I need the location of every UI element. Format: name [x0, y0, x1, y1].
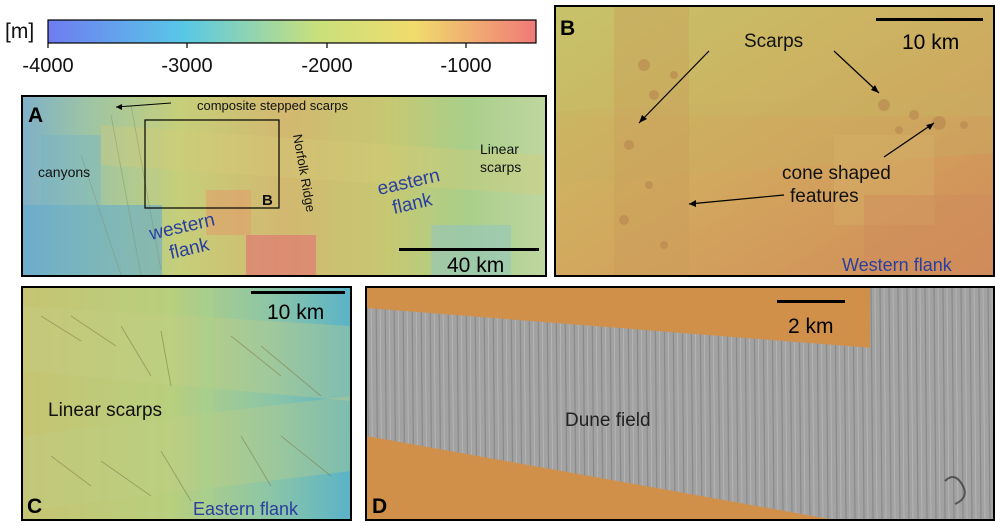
scalebar-c-label: 10 km: [267, 301, 324, 324]
label-western-flank-b: Western flank: [842, 255, 953, 275]
panel-d: D 2 km Dune field: [365, 286, 995, 521]
panel-letter: C: [27, 495, 42, 518]
colorbar-tick-label: -1000: [440, 55, 491, 77]
scalebar-d: [777, 300, 845, 303]
colorbar-ramp: [47, 19, 537, 44]
label-linear-scarps: Linear: [480, 141, 519, 157]
scalebar-a-label: 40 km: [447, 254, 504, 277]
arrow-scarps-2: [833, 50, 880, 94]
panel-b: B 10 km Scarps cone shaped features West…: [554, 5, 995, 277]
inset-letter-b: B: [262, 192, 273, 209]
dune-field-swath-east: [870, 287, 995, 458]
label-scarps: Scarps: [744, 31, 803, 52]
panel-letter: A: [28, 104, 43, 127]
label-dune-field: Dune field: [565, 410, 651, 431]
panel-letter: D: [372, 495, 387, 518]
panel-c-map: C 10 km Linear scarps Eastern flank: [21, 286, 352, 521]
colorbar-tick-label: -3000: [161, 55, 212, 77]
inset-box-b: [144, 119, 280, 209]
panel-c: C 10 km Linear scarps Eastern flank: [21, 286, 352, 521]
scalebar-a: [399, 248, 539, 251]
panel-a: A composite stepped scarps canyons Norfo…: [21, 95, 547, 277]
scalebar-b: [876, 18, 983, 21]
label-linear-scarps-c: Linear scarps: [48, 400, 162, 421]
arrow-scarps-1: [638, 50, 710, 124]
dune-field-swath: [366, 308, 995, 520]
label-eastern-flank-c: Eastern flank: [193, 499, 299, 519]
arrow-features: [688, 194, 785, 205]
scalebar-b-label: 10 km: [902, 31, 959, 54]
label-cone-shaped: cone shaped: [782, 163, 891, 184]
panel-letter: B: [560, 17, 575, 40]
label-linear-scarps: scarps: [480, 159, 521, 175]
panel-a-map: A composite stepped scarps canyons Norfo…: [21, 95, 547, 277]
colorbar-tick-label: -4000: [22, 55, 73, 77]
cone-features: [619, 59, 968, 249]
panel-d-map: D 2 km Dune field: [365, 286, 995, 521]
scalebar-c: [251, 291, 345, 294]
label-canyons: canyons: [38, 164, 90, 180]
colorbar: [m] -4000 -3000 -2000 -1000: [0, 0, 545, 80]
linear-scarp-lines: [40, 315, 332, 502]
arrow-cone: [883, 122, 935, 158]
label-composite-scarps: composite stepped scarps: [197, 98, 349, 113]
colorbar-tick-label: -2000: [301, 55, 352, 77]
panel-b-map: B 10 km Scarps cone shaped features West…: [554, 5, 995, 277]
arrow-composite: [115, 102, 172, 108]
colorbar-unit: [m]: [5, 20, 34, 43]
colorbar-graphic: [m] -4000 -3000 -2000 -1000: [5, 19, 537, 77]
scalebar-d-label: 2 km: [788, 315, 834, 338]
label-features: features: [790, 186, 859, 207]
